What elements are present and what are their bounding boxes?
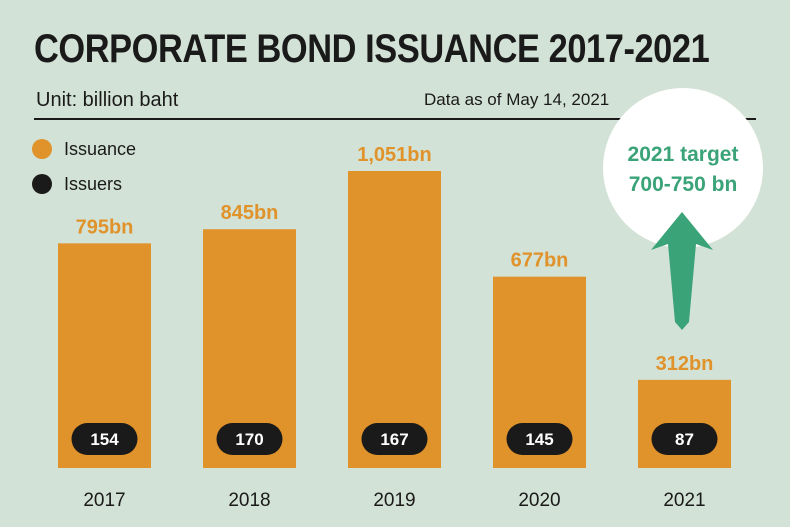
x-tick-label-2020: 2020 (518, 490, 560, 511)
value-label-2021: 312bn (656, 353, 714, 375)
target-arrow-layer (651, 212, 713, 330)
legend-item-issuers: Issuers (32, 172, 122, 196)
issuers-pill-2021 (651, 423, 718, 455)
target-year-label: 2021 target (627, 143, 739, 166)
bars-layer: 795bn 154 2017 845bn 170 2018 1,051bn 167 2019 67… (58, 144, 731, 511)
target-arrow-icon (651, 212, 713, 330)
target-callout: 2021 target 700-750 bn (603, 140, 763, 200)
header-divider (34, 118, 756, 120)
legend-label-issuance: Issuance (64, 138, 137, 159)
issuers-count-2017: 154 (90, 430, 119, 449)
value-label-2017: 795bn (76, 216, 134, 238)
data-date-note: Data as of May 14, 2021 (424, 90, 610, 109)
issuers-count-2019: 167 (380, 430, 408, 449)
value-label-2018: 845bn (221, 202, 279, 224)
x-tick-label-2017: 2017 (83, 490, 125, 511)
issuers-count-2020: 145 (525, 430, 553, 449)
legend-swatch-issuers (32, 174, 52, 194)
target-range-label: 700-750 bn (628, 173, 738, 196)
x-tick-label-2021: 2021 (663, 490, 705, 511)
unit-label: Unit: billion baht (36, 89, 179, 111)
issuers-pill-2019 (361, 423, 428, 455)
issuers-pill-2018 (216, 423, 283, 455)
issuers-count-2018: 170 (235, 430, 263, 449)
bar-issuance-2019 (348, 171, 441, 468)
legend-label-issuers: Issuers (64, 173, 123, 194)
issuers-pill-2017 (71, 423, 138, 455)
value-label-2019: 1,051bn (357, 144, 431, 166)
x-tick-label-2018: 2018 (228, 490, 270, 511)
legend-swatch-issuance (32, 139, 52, 159)
value-label-2020: 677bn (511, 250, 569, 272)
chart-title: CORPORATE BOND ISSUANCE 2017-2021 (34, 27, 710, 71)
issuers-pill-2020 (506, 423, 573, 455)
x-tick-label-2019: 2019 (373, 490, 415, 511)
issuers-count-2021: 87 (675, 430, 694, 449)
legend-item-issuance: Issuance (32, 137, 136, 161)
